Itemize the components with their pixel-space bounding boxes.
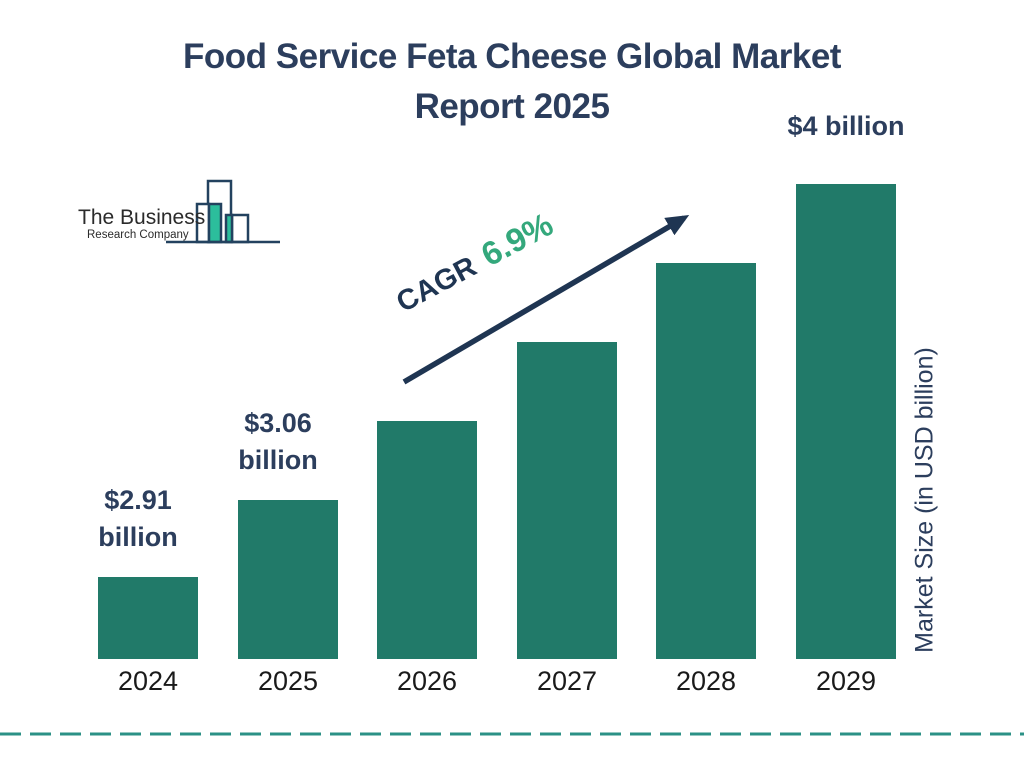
logo-bars-icon bbox=[166, 179, 280, 244]
bar-2026 bbox=[377, 421, 477, 659]
chart-title-line2: Report 2025 bbox=[414, 87, 610, 126]
year-label-2029: 2029 bbox=[815, 666, 877, 696]
bar-2024 bbox=[98, 577, 198, 659]
year-label-2024: 2024 bbox=[117, 666, 179, 696]
trend-arrow bbox=[402, 214, 690, 385]
chart-title-line1: Food Service Feta Cheese Global Market bbox=[183, 37, 841, 76]
y-axis-label: Market Size (in USD billion) bbox=[910, 347, 939, 653]
year-label-2027: 2027 bbox=[536, 666, 598, 696]
chart-title: Food Service Feta Cheese Global Market R… bbox=[0, 32, 1024, 132]
logo-text-line2: Research Company bbox=[87, 229, 189, 241]
bar-2027 bbox=[517, 342, 617, 659]
bar-2029 bbox=[796, 184, 896, 659]
company-logo: The Business Research Company bbox=[78, 179, 280, 244]
year-label-2028: 2028 bbox=[675, 666, 737, 696]
logo-text-line1: The Business bbox=[78, 206, 205, 229]
value-label-2025: $3.06 billion bbox=[238, 408, 318, 475]
value-label-2029: $4 billion bbox=[787, 111, 905, 141]
value-label-2024: $2.91 billion bbox=[98, 485, 178, 552]
bottom-dashed-rule bbox=[0, 732, 1024, 736]
year-label-2025: 2025 bbox=[257, 666, 319, 696]
year-label-2026: 2026 bbox=[396, 666, 458, 696]
bar-2025 bbox=[238, 500, 338, 659]
bar-2028 bbox=[656, 263, 756, 659]
